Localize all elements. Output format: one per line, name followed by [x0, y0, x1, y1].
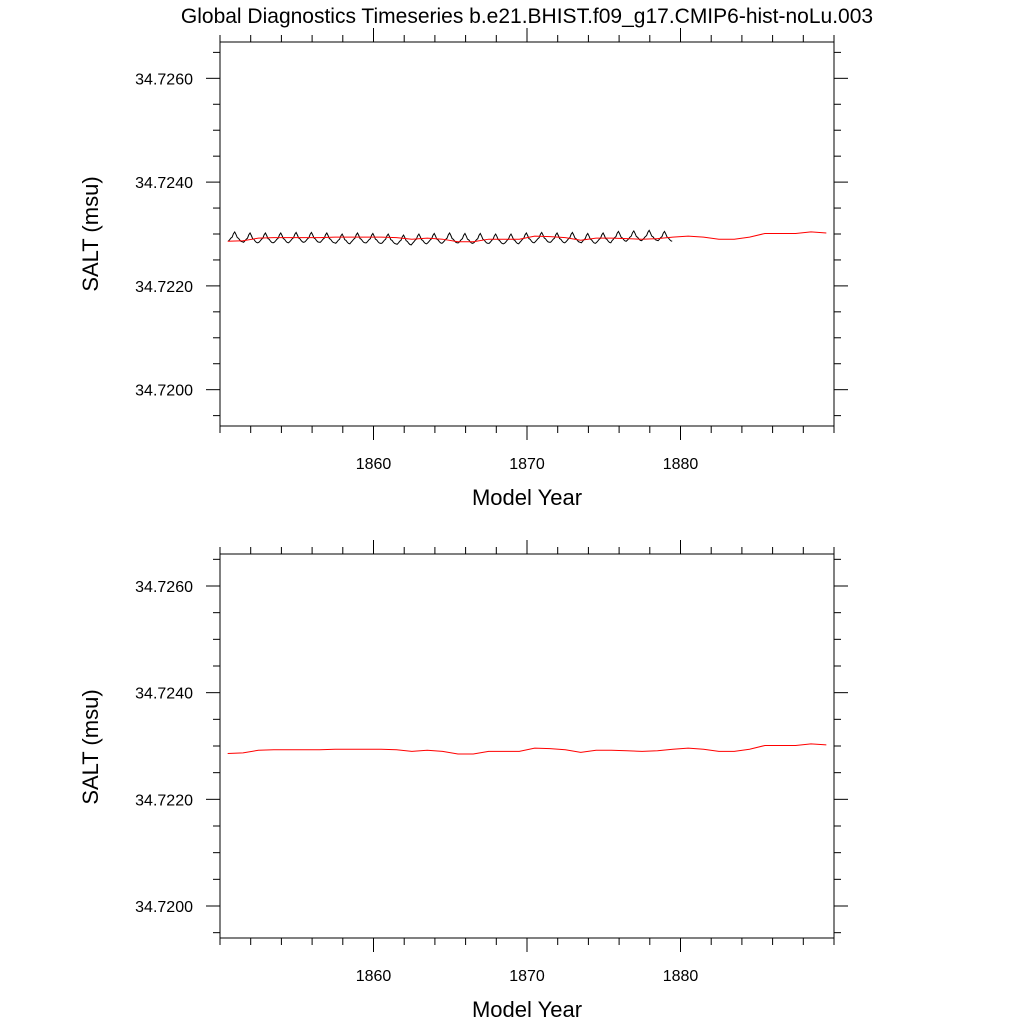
bottom-y-tick-label: 34.7240 [135, 686, 193, 703]
bottom-series-annual-line [227, 743, 827, 755]
bottom-y-tick-label: 34.7220 [135, 792, 193, 809]
bottom-x-axis-title: Model Year [472, 997, 582, 1022]
top-x-tick-label: 1870 [509, 456, 545, 473]
figure-title: Global Diagnostics Timeseries b.e21.BHIS… [181, 5, 873, 28]
bottom-y-tick-label: 34.7260 [135, 579, 193, 596]
bottom-y-tick-label: 34.7200 [135, 899, 193, 916]
top-y-tick-label: 34.7200 [135, 383, 193, 400]
top-series-monthly-line [227, 229, 673, 246]
top-x-tick-label: 1860 [356, 456, 392, 473]
top-y-tick-label: 34.7220 [135, 279, 193, 296]
bottom-panel: Model Year SALT (msu) 34.7200 34.7220 34.7… [78, 540, 848, 1022]
top-x-axis-title: Model Year [472, 485, 582, 510]
bottom-y-axis-title: SALT (msu) [78, 689, 103, 804]
bottom-x-tick-label: 1880 [663, 968, 699, 985]
top-y-tick-label: 34.7260 [135, 71, 193, 88]
top-series-annual-line [227, 231, 827, 243]
top-panel: Model Year SALT (msu) 34.7200 34.7220 34.7… [78, 28, 848, 510]
bottom-x-tick-label: 1860 [356, 968, 392, 985]
bottom-x-tick-label: 1870 [509, 968, 545, 985]
top-y-axis-title: SALT (msu) [78, 176, 103, 291]
top-y-tick-label: 34.7240 [135, 175, 193, 192]
top-x-tick-label: 1880 [663, 456, 699, 473]
